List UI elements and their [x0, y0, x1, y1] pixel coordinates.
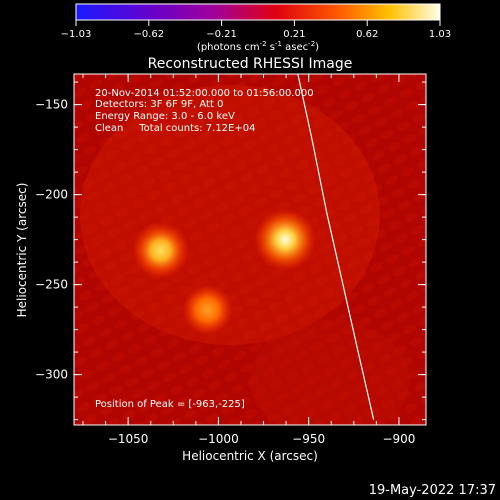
emission-source	[182, 284, 233, 336]
peak-position-label: Position of Peak = [-963,-225]	[95, 399, 245, 410]
info-line-detectors: Detectors: 3F 6F 9F, Att 0	[95, 99, 223, 110]
plot-title: Reconstructed RHESSI Image	[148, 56, 353, 72]
emission-source	[254, 208, 316, 271]
x-axis-label: Heliocentric X (arcsec)	[182, 449, 318, 463]
observation-info: 20-Nov-2014 01:52:00.000 to 01:56:00.000…	[95, 88, 314, 134]
solar-limb-curve	[297, 73, 375, 420]
plot-frame	[73, 73, 427, 426]
colorbar-tick-label: 1.03	[429, 29, 451, 40]
colorbar-ticks: −1.03 −0.62 −0.21 0.21 0.62 1.03	[61, 20, 451, 40]
colorbar	[75, 3, 441, 21]
info-line-counts: Clean Total counts: 7.12E+04	[95, 123, 255, 134]
info-line-time: 20-Nov-2014 01:52:00.000 to 01:56:00.000	[95, 88, 314, 99]
colorbar-unit-label: (photons cm-2 s-1 asec-2)	[197, 40, 319, 53]
x-tick-label: −950	[292, 432, 325, 446]
info-line-energy: Energy Range: 3.0 - 6.0 keV	[95, 111, 235, 122]
x-tick-label: −1000	[198, 432, 239, 446]
y-tick-label: −150	[35, 98, 68, 112]
x-tick-label: −900	[382, 432, 415, 446]
heatmap-image	[74, 74, 426, 425]
colorbar-tick-label: −0.21	[206, 29, 237, 40]
y-tick-label: −200	[35, 188, 68, 202]
timestamp: 19-May-2022 17:37	[369, 483, 496, 498]
y-axis-label: Heliocentric Y (arcsec)	[15, 183, 29, 318]
y-tick-label: −300	[35, 368, 68, 382]
x-tick-label: −1050	[108, 432, 149, 446]
colorbar-tick-label: 0.62	[356, 29, 378, 40]
y-tick-label: −250	[35, 278, 68, 292]
colorbar-tick-label: 0.21	[283, 29, 305, 40]
emission-source	[132, 222, 189, 279]
colorbar-tick-label: −0.62	[133, 29, 164, 40]
colorbar-tick-label: −1.03	[61, 29, 92, 40]
axis-ticks: −1050 −1000 −950 −900 −150 −200 −250 −300	[35, 74, 426, 446]
